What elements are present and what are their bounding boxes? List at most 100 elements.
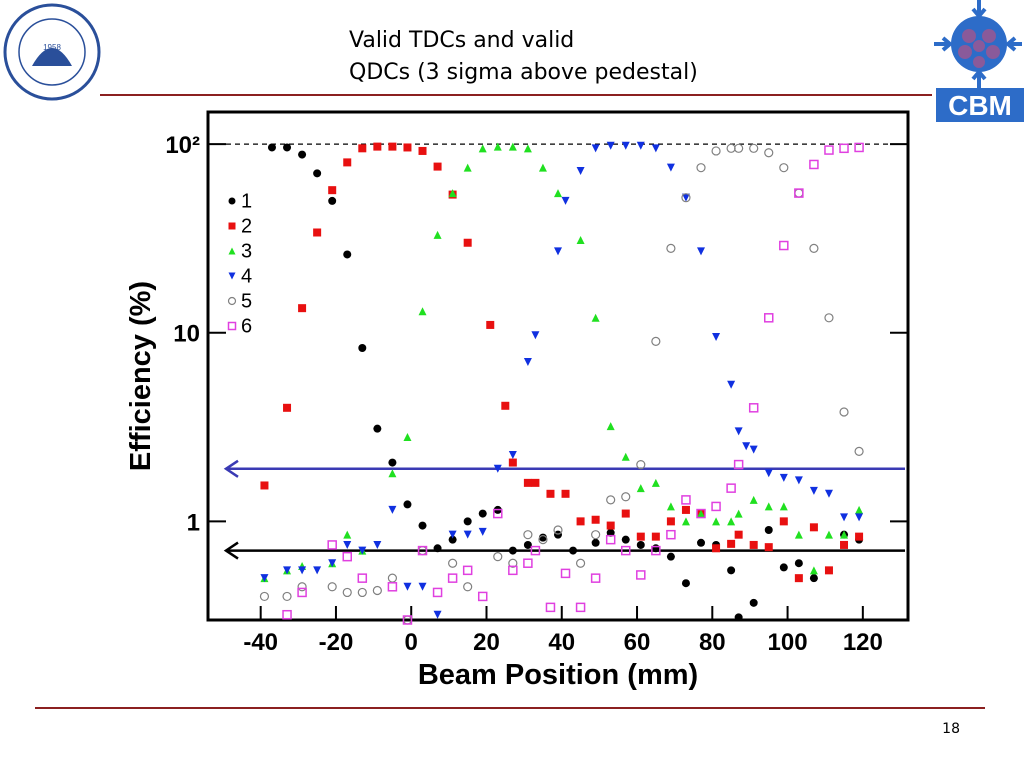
data-point xyxy=(433,162,442,171)
data-point xyxy=(553,525,563,535)
data-point xyxy=(260,481,269,490)
data-point xyxy=(697,538,706,547)
data-point xyxy=(328,559,337,568)
data-point xyxy=(681,495,691,505)
data-point xyxy=(493,552,503,562)
data-point xyxy=(417,545,428,556)
data-point xyxy=(764,313,774,323)
data-point xyxy=(523,540,532,549)
data-point xyxy=(824,313,834,323)
data-point xyxy=(328,196,337,205)
data-point xyxy=(681,193,690,202)
data-point xyxy=(576,236,585,245)
reference-arrow xyxy=(223,541,239,560)
x-tick-label: 40 xyxy=(548,629,575,656)
data-point xyxy=(373,142,382,151)
data-point xyxy=(605,534,616,545)
data-point xyxy=(298,566,307,575)
data-point xyxy=(794,530,803,539)
data-point xyxy=(696,508,706,519)
data-point xyxy=(696,163,706,173)
data-point xyxy=(809,486,818,495)
data-point xyxy=(855,513,864,522)
data-point xyxy=(493,464,502,473)
data-point xyxy=(839,143,849,154)
data-point xyxy=(372,585,382,596)
data-point xyxy=(620,545,631,556)
data-point xyxy=(749,445,758,454)
data-point xyxy=(342,551,352,562)
legend-label: 2 xyxy=(241,215,252,237)
data-point xyxy=(327,582,337,592)
data-point xyxy=(606,521,615,530)
data-point xyxy=(727,566,736,575)
data-point xyxy=(794,476,803,485)
data-point xyxy=(478,509,487,518)
data-point xyxy=(463,517,472,526)
data-point xyxy=(463,582,473,592)
data-point xyxy=(561,489,570,498)
data-point xyxy=(463,530,472,539)
data-point xyxy=(403,433,412,442)
data-point xyxy=(606,141,615,150)
plot: -40 -20 0 20 40 60 80 100 120 1 10 10² Beam Position… xyxy=(125,110,910,691)
data-point xyxy=(432,587,443,598)
data-point xyxy=(764,469,773,478)
x-tick-label: 0 xyxy=(405,629,418,656)
data-point xyxy=(794,188,804,198)
data-point xyxy=(418,521,427,530)
data-point xyxy=(358,344,367,353)
data-point xyxy=(462,565,473,576)
data-point xyxy=(388,469,397,478)
y-tick-label: 1 xyxy=(187,509,200,536)
data-point xyxy=(636,141,645,150)
data-point xyxy=(591,515,600,524)
data-point xyxy=(666,529,676,540)
data-point xyxy=(313,169,322,178)
data-point xyxy=(560,568,571,579)
data-point xyxy=(418,582,427,591)
data-point xyxy=(387,573,398,583)
data-point xyxy=(809,243,819,253)
data-point xyxy=(343,530,352,539)
data-point xyxy=(576,517,585,526)
data-point xyxy=(734,509,743,518)
data-point xyxy=(297,587,307,598)
data-point xyxy=(343,250,352,259)
data-point xyxy=(313,228,322,237)
data-point xyxy=(531,478,540,487)
data-point xyxy=(621,141,630,150)
data-point xyxy=(591,538,600,547)
data-point xyxy=(727,539,736,548)
data-point xyxy=(478,144,487,153)
data-point xyxy=(343,540,352,549)
data-point xyxy=(313,566,322,575)
y-tick-label: 10 xyxy=(173,321,200,348)
legend-marker xyxy=(228,247,236,255)
data-point xyxy=(508,458,517,467)
data-point xyxy=(809,159,819,170)
data-point xyxy=(433,230,442,239)
data-point xyxy=(327,540,337,550)
x-tick-label: 60 xyxy=(624,629,651,656)
data-point xyxy=(734,427,743,436)
data-point xyxy=(448,189,457,198)
y-axis-label: Efficiency (%) xyxy=(125,281,157,471)
data-point xyxy=(403,143,412,152)
data-point xyxy=(418,307,427,316)
data-point xyxy=(508,565,518,576)
data-point xyxy=(749,598,758,607)
logo-year: 1958 xyxy=(43,43,61,52)
page-number: 18 xyxy=(942,721,960,737)
legend-marker xyxy=(228,197,236,205)
logo-text: CBM xyxy=(948,90,1012,121)
data-point xyxy=(606,422,615,431)
data-point xyxy=(418,146,427,155)
x-tick-label: 120 xyxy=(843,629,883,656)
data-point xyxy=(357,573,368,583)
data-point xyxy=(554,530,562,539)
data-point xyxy=(575,602,586,613)
data-point xyxy=(779,473,788,482)
data-point xyxy=(711,146,721,156)
data-point xyxy=(569,546,578,555)
